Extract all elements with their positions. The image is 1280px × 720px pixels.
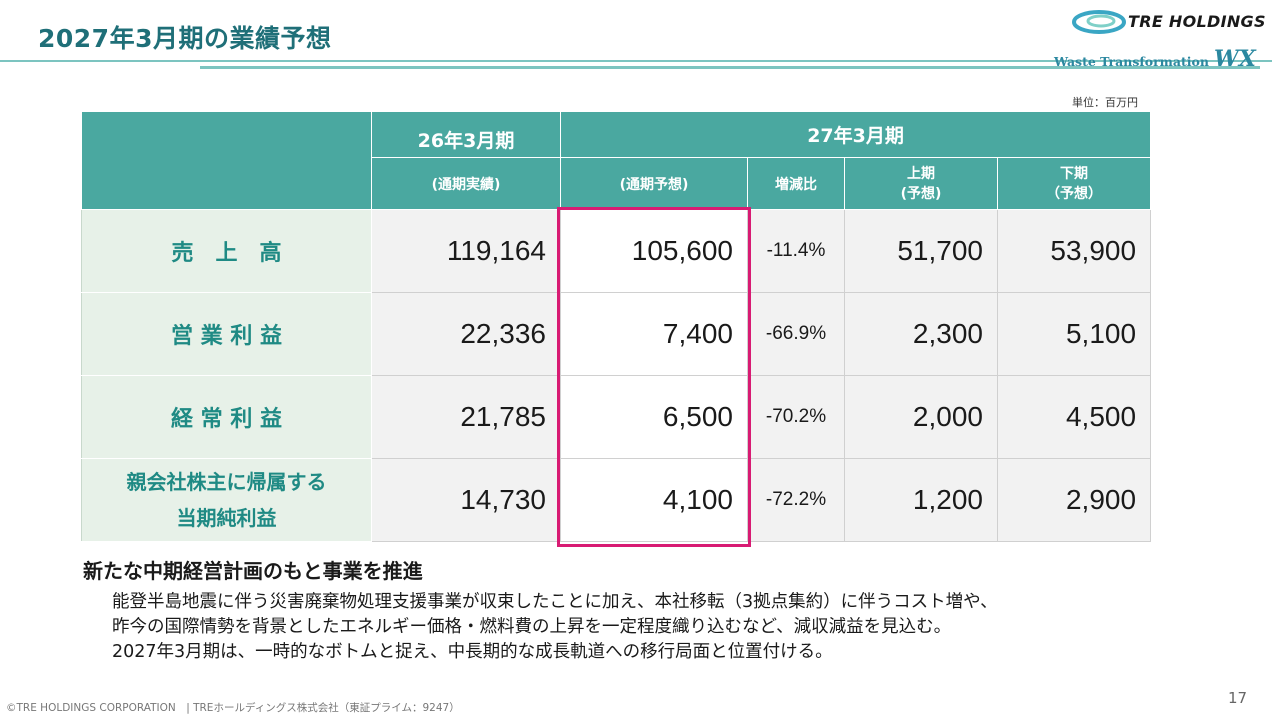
- header-fy26: 26年3月期: [371, 111, 561, 158]
- forecast-highlight-box: [557, 207, 751, 547]
- header-change: 増減比: [747, 157, 845, 210]
- table-row-ordinary-profit: 経 常 利 益 21,785 6,500 -70.2% 2,000 4,500: [81, 375, 1152, 459]
- value-change: -72.2%: [747, 458, 845, 542]
- forecast-table: 26年3月期 27年3月期 (通期実績) (通期予想) 増減比 上期 (予想) …: [81, 111, 1152, 542]
- comment-body: 能登半島地震に伴う災害廃棄物処理支援事業が収束したことに加え、本社移転（3拠点集…: [112, 590, 998, 665]
- value-h1: 2,300: [844, 292, 998, 376]
- page-number: 17: [1228, 689, 1248, 707]
- value-h2: 5,100: [996, 292, 1152, 376]
- logo-swirl-icon: [1072, 10, 1126, 34]
- value-change: -11.4%: [747, 209, 845, 293]
- value-h1: 2,000: [844, 375, 998, 459]
- value-change: -66.9%: [747, 292, 845, 376]
- title-divider: [0, 60, 1272, 62]
- logo-company-name: TRE HOLDINGS: [1128, 12, 1266, 31]
- value-fy26: 119,164: [371, 209, 561, 293]
- comment-line: 昨今の国際情勢を背景としたエネルギー価格・燃料費の上昇を一定程度織り込むなど、減…: [112, 617, 952, 637]
- header-h1-line2: (予想): [900, 185, 942, 202]
- logo-tagline: Waste Transformation WX: [1054, 46, 1256, 72]
- header-h1: 上期 (予想): [844, 157, 998, 210]
- comment-heading: 新たな中期経営計画のもと事業を推進: [83, 559, 423, 583]
- value-fy27: 105,600: [560, 209, 748, 293]
- value-change: -70.2%: [747, 375, 845, 459]
- row-label: 売 上 高: [81, 209, 372, 293]
- value-fy26: 22,336: [371, 292, 561, 376]
- header-blank: [81, 111, 372, 210]
- unit-label: 単位：百万円: [1072, 96, 1138, 109]
- header-fy27: 27年3月期: [559, 111, 1152, 158]
- value-h2: 4,500: [996, 375, 1152, 459]
- value-fy27: 7,400: [560, 292, 748, 376]
- value-h2: 2,900: [996, 458, 1152, 542]
- value-h1: 1,200: [844, 458, 998, 542]
- header-h2-line1: 下期: [1060, 165, 1089, 182]
- row-label-line2: 当期純利益: [176, 506, 277, 530]
- row-label: 親会社株主に帰属する 当期純利益: [81, 458, 372, 542]
- row-label-line1: 親会社株主に帰属する: [126, 470, 327, 494]
- header-h2-line2: （予想）: [1046, 185, 1103, 202]
- comment-line: 2027年3月期は、一時的なボトムと捉え、中長期的な成長軌道への移行局面と位置付…: [112, 642, 833, 662]
- company-logo: TRE HOLDINGS Waste Transformation WX: [1054, 8, 1272, 72]
- row-label: 営 業 利 益: [81, 292, 372, 376]
- value-fy26: 21,785: [371, 375, 561, 459]
- value-fy27: 4,100: [560, 458, 748, 542]
- logo-tagline-text: Waste Transformation: [1054, 54, 1209, 69]
- table-row-net-income: 親会社株主に帰属する 当期純利益 14,730 4,100 -72.2% 1,2…: [81, 458, 1152, 542]
- comment-line: 能登半島地震に伴う災害廃棄物処理支援事業が収束したことに加え、本社移転（3拠点集…: [112, 592, 998, 612]
- header-h2: 下期 （予想）: [996, 157, 1152, 210]
- table-row-operating-profit: 営 業 利 益 22,336 7,400 -66.9% 2,300 5,100: [81, 292, 1152, 376]
- header-fy26-sub: (通期実績): [371, 157, 561, 210]
- value-fy26: 14,730: [371, 458, 561, 542]
- row-label: 経 常 利 益: [81, 375, 372, 459]
- value-h2: 53,900: [996, 209, 1152, 293]
- footer-copyright: ©TRE HOLDINGS CORPORATION | TREホールディングス株…: [6, 702, 460, 714]
- value-fy27: 6,500: [560, 375, 748, 459]
- page-title: 2027年3月期の業績予想: [38, 24, 332, 53]
- header-fy27-full: (通期予想): [560, 157, 748, 210]
- value-h1: 51,700: [844, 209, 998, 293]
- header-h1-line1: 上期: [907, 165, 935, 182]
- title-divider-accent: [200, 66, 1260, 69]
- logo-tagline-mark: WX: [1214, 46, 1256, 72]
